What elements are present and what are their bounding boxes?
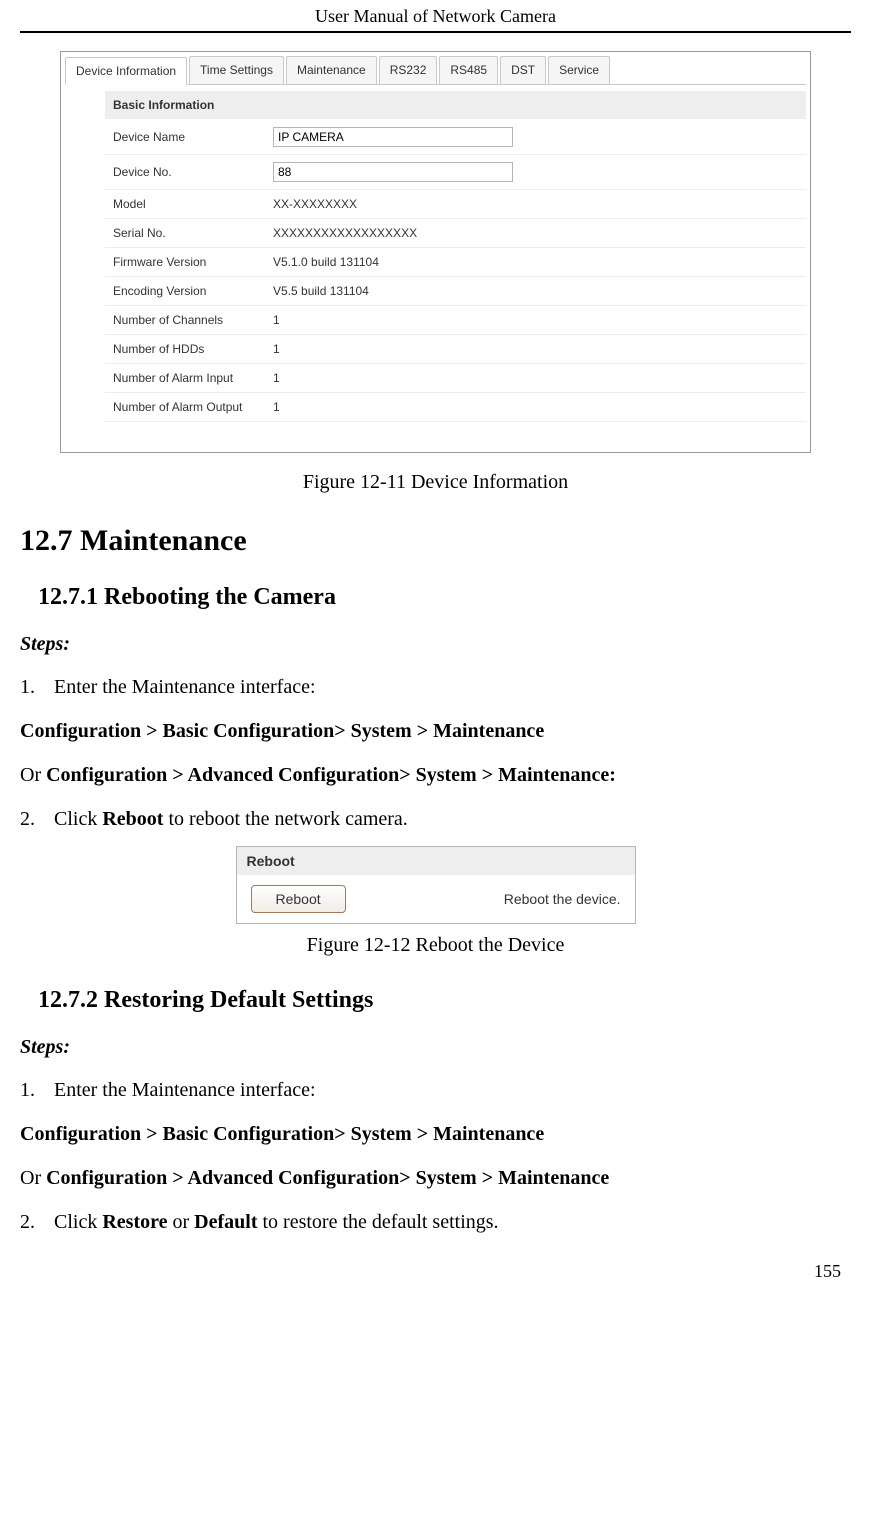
row-value: 1 (265, 335, 806, 364)
row-value: XX-XXXXXXXX (265, 190, 806, 219)
row-value: 1 (265, 393, 806, 422)
device-name-input[interactable] (273, 127, 513, 147)
step-text-bold2: Default (194, 1211, 257, 1233)
table-row: Serial No. XXXXXXXXXXXXXXXXXX (105, 219, 806, 248)
heading-rebooting: 12.7.1 Rebooting the Camera (38, 584, 851, 611)
step-line: 2.Click Reboot to reboot the network cam… (20, 800, 851, 838)
step-line: 1.Enter the Maintenance interface: (20, 1071, 851, 1109)
row-value: V5.5 build 131104 (265, 277, 806, 306)
reboot-description: Reboot the device. (504, 891, 621, 907)
row-label: Device Name (105, 120, 265, 155)
table-row: Number of Alarm Output 1 (105, 393, 806, 422)
figure-caption-1: Figure 12-11 Device Information (20, 471, 851, 494)
table-row: Number of HDDs 1 (105, 335, 806, 364)
nav-path-advanced-2: Configuration > Advanced Configuration> … (46, 1167, 609, 1189)
step-text: Enter the Maintenance interface: (54, 676, 316, 698)
steps-label-1: Steps: (20, 633, 851, 656)
row-label: Device No. (105, 155, 265, 190)
figure-caption-2: Figure 12-12 Reboot the Device (20, 934, 851, 957)
or-word: Or (20, 1167, 46, 1189)
step-text-after: to restore the default settings. (258, 1211, 499, 1233)
device-no-input[interactable] (273, 162, 513, 182)
tab-time-settings[interactable]: Time Settings (189, 56, 284, 84)
row-label: Model (105, 190, 265, 219)
step-text-mid: or (168, 1211, 195, 1233)
row-label: Number of HDDs (105, 335, 265, 364)
tab-service[interactable]: Service (548, 56, 610, 84)
nav-path-basic-2: Configuration > Basic Configuration> Sys… (20, 1115, 851, 1153)
step-text-after: to reboot the network camera. (163, 808, 407, 830)
device-info-panel: Device Information Time Settings Mainten… (60, 51, 811, 453)
basic-info-table: Basic Information Device Name Device No.… (105, 91, 806, 422)
table-section-header: Basic Information (105, 91, 806, 120)
heading-restoring: 12.7.2 Restoring Default Settings (38, 987, 851, 1014)
reboot-button[interactable]: Reboot (251, 885, 346, 913)
row-value: 1 (265, 306, 806, 335)
step-text-before: Click (54, 808, 102, 830)
step-line: 2.Click Restore or Default to restore th… (20, 1203, 851, 1241)
page-number: 155 (20, 1261, 851, 1282)
row-label: Number of Channels (105, 306, 265, 335)
tab-rs232[interactable]: RS232 (379, 56, 438, 84)
table-row: Number of Channels 1 (105, 306, 806, 335)
steps-label-2: Steps: (20, 1036, 851, 1059)
nav-path-advanced-line: Or Configuration > Advanced Configuratio… (20, 756, 851, 794)
table-row: Device Name (105, 120, 806, 155)
step-text-bold: Reboot (102, 808, 163, 830)
table-row: Firmware Version V5.1.0 build 131104 (105, 248, 806, 277)
tab-device-information[interactable]: Device Information (65, 57, 187, 85)
table-row: Device No. (105, 155, 806, 190)
step-number: 1. (20, 668, 54, 706)
step-number: 2. (20, 1203, 54, 1241)
step-number: 2. (20, 800, 54, 838)
row-label: Encoding Version (105, 277, 265, 306)
step-text-before: Click (54, 1211, 102, 1233)
table-row: Model XX-XXXXXXXX (105, 190, 806, 219)
reboot-panel-header: Reboot (237, 847, 635, 875)
heading-maintenance: 12.7 Maintenance (20, 524, 851, 558)
row-label: Number of Alarm Output (105, 393, 265, 422)
table-row: Number of Alarm Input 1 (105, 364, 806, 393)
nav-path-basic: Configuration > Basic Configuration> Sys… (20, 712, 851, 750)
row-value: 1 (265, 364, 806, 393)
reboot-panel: Reboot Reboot Reboot the device. (236, 846, 636, 924)
tab-rs485[interactable]: RS485 (439, 56, 498, 84)
row-label: Number of Alarm Input (105, 364, 265, 393)
section-label: Basic Information (105, 91, 806, 120)
tab-bar: Device Information Time Settings Mainten… (65, 56, 806, 85)
step-line: 1.Enter the Maintenance interface: (20, 668, 851, 706)
step-number: 1. (20, 1071, 54, 1109)
table-row: Encoding Version V5.5 build 131104 (105, 277, 806, 306)
row-label: Serial No. (105, 219, 265, 248)
or-word: Or (20, 764, 46, 786)
nav-path-advanced-line-2: Or Configuration > Advanced Configuratio… (20, 1159, 851, 1197)
tab-dst[interactable]: DST (500, 56, 546, 84)
row-value: V5.1.0 build 131104 (265, 248, 806, 277)
page-header-title: User Manual of Network Camera (20, 0, 851, 33)
step-text-bold1: Restore (102, 1211, 167, 1233)
row-label: Firmware Version (105, 248, 265, 277)
step-text: Enter the Maintenance interface: (54, 1079, 316, 1101)
tab-maintenance[interactable]: Maintenance (286, 56, 377, 84)
row-value: XXXXXXXXXXXXXXXXXX (265, 219, 806, 248)
nav-path-advanced: Configuration > Advanced Configuration> … (46, 764, 616, 786)
